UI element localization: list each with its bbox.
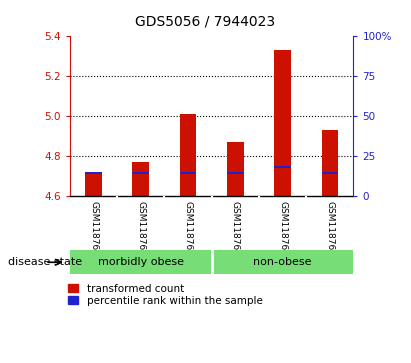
Bar — [132, 162, 149, 196]
Legend: transformed count, percentile rank within the sample: transformed count, percentile rank withi… — [67, 283, 263, 307]
Bar — [212, 250, 353, 274]
Bar — [321, 130, 338, 196]
Bar — [274, 166, 291, 168]
Text: non-obese: non-obese — [253, 257, 312, 267]
Text: GSM1187674: GSM1187674 — [136, 201, 145, 262]
Bar — [132, 172, 149, 174]
Bar — [85, 172, 102, 196]
Bar — [70, 250, 212, 274]
Text: GSM1187676: GSM1187676 — [231, 201, 240, 262]
Text: disease state: disease state — [8, 257, 82, 267]
Text: GSM1187673: GSM1187673 — [89, 201, 98, 262]
Text: GSM1187675: GSM1187675 — [184, 201, 192, 262]
Text: GDS5056 / 7944023: GDS5056 / 7944023 — [136, 15, 275, 29]
Bar — [227, 142, 244, 196]
Bar — [85, 172, 102, 174]
Text: GSM1187677: GSM1187677 — [278, 201, 287, 262]
Bar — [321, 172, 338, 174]
Text: GSM1187678: GSM1187678 — [326, 201, 334, 262]
Text: morbidly obese: morbidly obese — [98, 257, 184, 267]
Bar — [274, 50, 291, 196]
Bar — [180, 114, 196, 196]
Bar — [227, 172, 244, 174]
Bar — [180, 172, 196, 174]
